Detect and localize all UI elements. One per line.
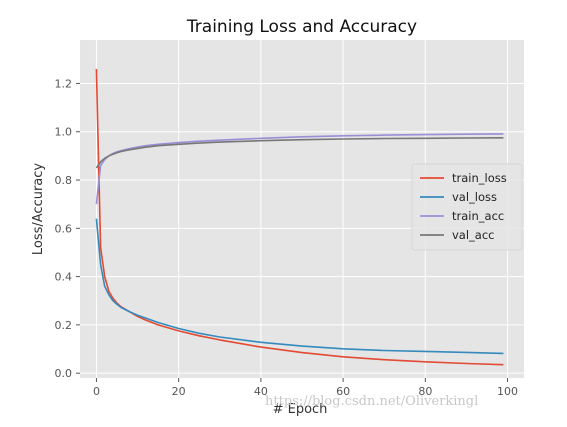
x-tick-label: 100 [497, 385, 518, 398]
series-line-val_acc [95, 137, 504, 169]
y-tick-label: 0.8 [55, 174, 73, 187]
series-line-train_loss [95, 68, 504, 366]
y-tick-label: 0.6 [55, 222, 73, 235]
y-tick-label: 1.2 [55, 77, 73, 90]
x-tick-label: 80 [418, 385, 432, 398]
series-line-val_loss [95, 218, 504, 355]
watermark: https://blog.csdn.net/Oliverkingl [265, 394, 478, 409]
y-tick-label: 0.0 [55, 367, 73, 380]
legend-label: val_loss [452, 190, 497, 204]
x-tick-label: 60 [336, 385, 350, 398]
x-axis-label: # Epoch [273, 402, 328, 417]
ticks: 0 20 40 60 80 100 0.0 0.2 0.4 0.6 0.8 1.0 1.2 [55, 77, 519, 398]
y-tick-label: 1.0 [55, 126, 73, 139]
legend-label: val_acc [452, 228, 495, 242]
x-tick-label: 20 [172, 385, 186, 398]
y-tick-label: 0.2 [55, 319, 73, 332]
y-axis-label: Loss/Accuracy [31, 163, 46, 256]
x-tick-label: 40 [254, 385, 268, 398]
series-lines [95, 68, 504, 366]
chart-title: Training Loss and Accuracy [186, 17, 417, 37]
x-tick-label: 0 [93, 385, 100, 398]
legend-label: train_acc [452, 209, 504, 223]
legend-label: train_loss [452, 171, 507, 185]
legend-box [411, 163, 523, 251]
legend: train_loss val_loss train_acc val_acc [411, 163, 523, 251]
y-tick-label: 0.4 [55, 271, 73, 284]
